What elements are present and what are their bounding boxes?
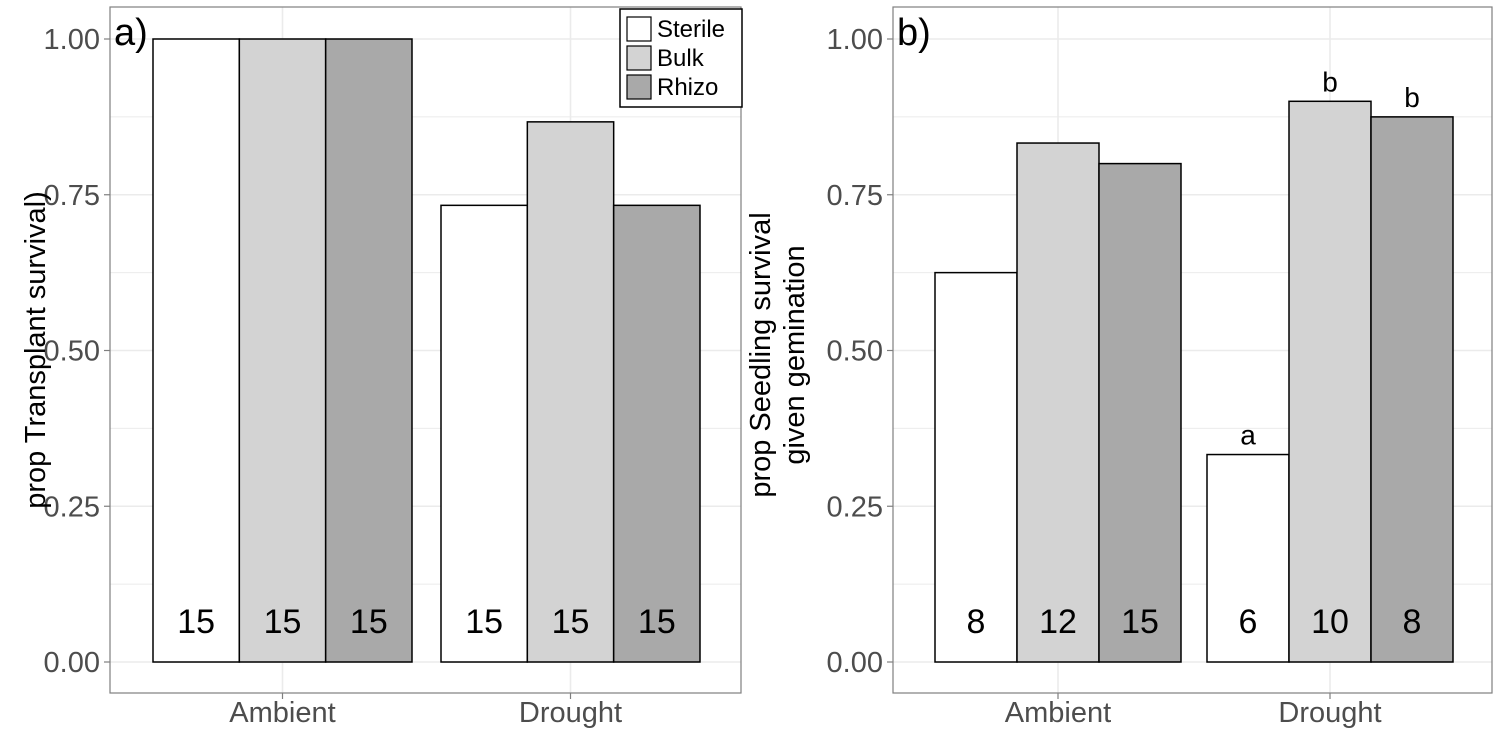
panel-label: a) [114, 12, 148, 54]
y-tick-label: 0.25 [44, 491, 100, 523]
x-tick-label: Drought [519, 697, 622, 729]
sample-size-label: 6 [1239, 603, 1258, 641]
legend-key-rhizo [626, 74, 652, 100]
legend-label: Rhizo [657, 74, 718, 101]
significance-letter: b [1322, 66, 1338, 97]
y-tick-label: 0.25 [827, 491, 883, 523]
bars: 8 12 15 6 a 10 b 8 b [934, 66, 1454, 663]
x-tick-label: Ambient [229, 697, 335, 729]
y-axis-title: prop Seedling survival [745, 212, 777, 497]
sample-size-label: 15 [465, 603, 503, 641]
bar-rhizo-ambient [1098, 162, 1182, 663]
bar-bulk-drought [526, 121, 615, 663]
y-axis-title: given gemination [779, 245, 811, 464]
sample-size-label: 15 [1121, 603, 1159, 641]
x-axis: Ambient Drought [229, 693, 622, 729]
significance-letter: a [1240, 420, 1256, 451]
legend-label: Sterile [657, 16, 725, 43]
x-tick-label: Drought [1278, 697, 1381, 729]
legend-key-sterile [626, 16, 652, 42]
bar-rhizo-drought [1370, 116, 1454, 663]
bar-bulk-drought [1288, 100, 1372, 663]
sample-size-label: 15 [264, 603, 302, 641]
sample-size-label: 10 [1311, 603, 1349, 641]
bar-bulk-ambient [1016, 142, 1100, 663]
sample-size-label: 15 [177, 603, 215, 641]
bar-sterile-drought [1206, 453, 1290, 663]
bar-bulk-ambient [238, 38, 327, 663]
y-tick-label: 1.00 [827, 24, 883, 56]
panel-b-seedling-survival: 8 12 15 6 a 10 b 8 b 0.00 0.25 0.50 0.75 1.00 Ambient D… [745, 6, 1493, 729]
y-axis-title: prop Transplant survival) [20, 191, 52, 509]
y-axis: 0.00 0.25 0.50 0.75 1.00 [44, 24, 110, 679]
bars: 15 15 15 15 15 15 [152, 38, 701, 663]
y-tick-label: 0.75 [44, 180, 100, 212]
significance-letter: b [1404, 82, 1420, 113]
sample-size-label: 12 [1039, 603, 1077, 641]
bar-sterile-drought [440, 204, 529, 663]
y-tick-label: 0.00 [827, 647, 883, 679]
sample-size-label: 15 [552, 603, 590, 641]
panel-a-transplant-survival: 15 15 15 15 15 15 0.00 0.25 0.50 0.75 1.00 Ambient D… [20, 6, 743, 729]
x-tick-label: Ambient [1005, 697, 1111, 729]
bar-sterile-ambient [152, 38, 241, 663]
y-tick-label: 0.75 [827, 180, 883, 212]
sample-size-label: 8 [967, 603, 986, 641]
y-tick-label: 0.50 [44, 336, 100, 368]
legend-key-bulk [626, 45, 652, 71]
bar-sterile-ambient [934, 271, 1018, 663]
y-tick-label: 0.00 [44, 647, 100, 679]
x-axis: Ambient Drought [1005, 693, 1382, 729]
sample-size-label: 15 [350, 603, 388, 641]
bar-rhizo-drought [612, 204, 701, 663]
y-tick-label: 1.00 [44, 24, 100, 56]
sample-size-label: 8 [1403, 603, 1422, 641]
bar-rhizo-ambient [324, 38, 413, 663]
y-axis: 0.00 0.25 0.50 0.75 1.00 [827, 24, 893, 679]
y-tick-label: 0.50 [827, 336, 883, 368]
sample-size-label: 15 [638, 603, 676, 641]
panel-label: b) [897, 12, 931, 54]
legend-label: Bulk [657, 45, 705, 72]
